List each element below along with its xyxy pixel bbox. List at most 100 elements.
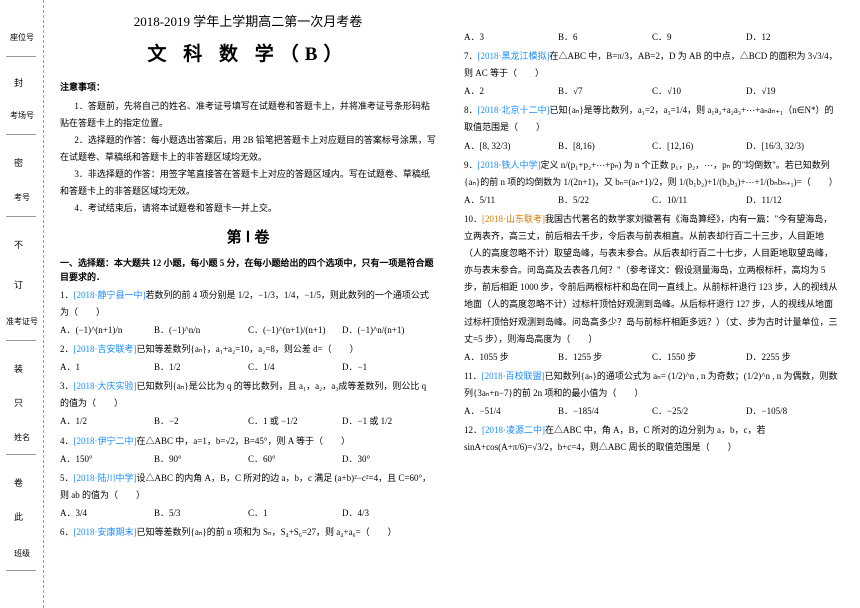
binding-mark-feng: 封 (14, 76, 23, 89)
opt-d: D．4/3 (342, 505, 436, 522)
q-num: 8． (464, 105, 478, 115)
opt-b: B．90° (154, 451, 248, 468)
binding-mark-mi: 密 (14, 156, 23, 169)
q-src: [2018·静宁县一中] (74, 290, 146, 300)
question-4: 4．[2018·伊宁二中]在△ABC 中，a=1，b=√2，B=45°，则 A … (60, 433, 436, 450)
opt-b: B．1255 步 (558, 349, 652, 366)
binding-strip: 座位号 封 考场号 密 考号 不 订 准考证号 装 只 姓名 卷 此 班级 (0, 0, 44, 608)
opt-b: B．5/3 (154, 505, 248, 522)
binding-mark-ding: 订 (14, 278, 23, 291)
binding-class-label: 班级 (4, 548, 40, 559)
binding-mark-zhuang: 装 (14, 362, 23, 375)
opt-a: A．3/4 (60, 505, 154, 522)
q-src: [2018·大庆实验] (74, 381, 137, 391)
binding-name-label: 姓名 (4, 432, 40, 443)
opt-c: C．(−1)^(n+1)/(n+1) (248, 322, 342, 339)
opt-b: B．5/22 (558, 192, 652, 209)
question-3-opts: A．1/2 B．−2 C．1 或 −1/2 D．−1 或 1/2 (60, 413, 436, 430)
binding-line (6, 340, 36, 341)
question-10: 10．[2018·山东联考]我国古代著名的数学家刘徽著有《海岛算经》，内有一篇：… (464, 211, 840, 348)
opt-d: D．[16/3, 32/3) (746, 138, 840, 155)
binding-line (6, 570, 36, 571)
q-text: 已知等差数列{aₙ}的前 n 项和为 Sₙ，S₄+S₆=27，则 a₄+a₆=（… (137, 527, 397, 537)
q-num: 6． (60, 527, 74, 537)
q-num: 2． (60, 344, 74, 354)
opt-a: A．2 (464, 83, 558, 100)
opt-d: D．−1 (342, 359, 436, 376)
binding-line (6, 56, 36, 57)
q-text: 已知等差数列{aₙ}，a₁+a₂=10，a₂=8，则公差 d=（ ） (137, 344, 359, 354)
question-7: 7．[2018·黑龙江模拟]在△ABC 中，B=π/3，AB=2，D 为 AB … (464, 48, 840, 82)
binding-ticket-label: 准考证号 (4, 316, 40, 327)
binding-mark-juan: 卷 (14, 476, 23, 489)
binding-mark-zhi: 只 (14, 396, 23, 409)
opt-d: D．11/12 (746, 192, 840, 209)
question-6-opts: A．3 B．6 C．9 D．12 (464, 29, 840, 46)
opt-c: C．10/11 (652, 192, 746, 209)
subject-title: 文 科 数 学（B） (60, 37, 436, 73)
question-3: 3．[2018·大庆实验]已知数列{aₙ}是公比为 q 的等比数列，且 a₁，a… (60, 378, 436, 412)
question-2: 2．[2018·吉安联考]已知等差数列{aₙ}，a₁+a₂=10，a₂=8，则公… (60, 341, 436, 358)
opt-b: B．−2 (154, 413, 248, 430)
notice-block: 注意事项： 1．答题前，先将自己的姓名、准考证号填写在试题卷和答题卡上，并将准考… (60, 79, 436, 218)
opt-c: C．1 (248, 505, 342, 522)
binding-line (6, 134, 36, 135)
question-10-opts: A．1055 步 B．1255 步 C．1550 步 D．2255 步 (464, 349, 840, 366)
q-src: [2018·铁人中学] (478, 160, 541, 170)
section-1-title: 第 Ⅰ 卷 (60, 224, 436, 253)
left-column: 2018-2019 学年上学期高二第一次月考卷 文 科 数 学（B） 注意事项：… (44, 0, 452, 608)
opt-a: A．1055 步 (464, 349, 558, 366)
opt-b: B．(−1)^n/n (154, 322, 248, 339)
opt-a: A．[8, 32/3) (464, 138, 558, 155)
opt-d: D．12 (746, 29, 840, 46)
exam-title: 2018-2019 学年上学期高二第一次月考卷 (60, 10, 436, 35)
opt-b: B．1/2 (154, 359, 248, 376)
q-num: 1． (60, 290, 74, 300)
question-8: 8．[2018·北京十二中]已知{aₙ}是等比数列，a₁=2，a₃=1/4，则 … (464, 102, 840, 136)
opt-d: D．√19 (746, 83, 840, 100)
q-src: [2018·凌源二中] (482, 425, 545, 435)
q-text: 我国古代著名的数学家刘徽著有《海岛算经》，内有一篇："今有望海岛，立两表齐，高三… (464, 214, 838, 344)
opt-d: D．−1 或 1/2 (342, 413, 436, 430)
q-num: 5． (60, 473, 74, 483)
binding-examno-label: 考号 (4, 192, 40, 203)
opt-a: A．150° (60, 451, 154, 468)
opt-d: D．2255 步 (746, 349, 840, 366)
opt-b: B．6 (558, 29, 652, 46)
opt-c: C．1/4 (248, 359, 342, 376)
notice-item: 1．答题前，先将自己的姓名、准考证号填写在试题卷和答题卡上，并将准考证号条形码粘… (60, 98, 436, 132)
binding-line (6, 454, 36, 455)
opt-c: C．1 或 −1/2 (248, 413, 342, 430)
q-src: [2018·山东联考] (482, 214, 545, 224)
q-src: [2018·黑龙江模拟] (478, 51, 550, 61)
question-4-opts: A．150° B．90° C．60° D．30° (60, 451, 436, 468)
opt-c: C．−25/2 (652, 403, 746, 420)
binding-seat-label: 座位号 (4, 32, 40, 43)
binding-mark-bu: 不 (14, 238, 23, 251)
question-9-opts: A．5/11 B．5/22 C．10/11 D．11/12 (464, 192, 840, 209)
opt-a: A．1/2 (60, 413, 154, 430)
binding-mark-ci: 此 (14, 510, 23, 523)
opt-c: C．[12,16) (652, 138, 746, 155)
page-content: 2018-2019 学年上学期高二第一次月考卷 文 科 数 学（B） 注意事项：… (44, 0, 860, 608)
q-text: 在△ABC 中，a=1，b=√2，B=45°，则 A 等于（ ） (137, 436, 351, 446)
opt-b: B．[8,16) (558, 138, 652, 155)
q-src: [2018·伊宁二中] (74, 436, 137, 446)
opt-d: D．−105/8 (746, 403, 840, 420)
question-11: 11．[2018·百校联盟]已知数列{aₙ}的通项公式为 aₙ= (1/2)^n… (464, 368, 840, 402)
question-5: 5．[2018·陆川中学]设△ABC 的内角 A，B，C 所对的边 a，b，c … (60, 470, 436, 504)
opt-d: D．(−1)^n/(n+1) (342, 322, 436, 339)
binding-line (6, 216, 36, 217)
question-9: 9．[2018·铁人中学]定义 n/(p₁+p₂+⋯+pₙ) 为 n 个正数 p… (464, 157, 840, 191)
q-src: [2018·百校联盟] (482, 371, 545, 381)
opt-b: B．√7 (558, 83, 652, 100)
q-num: 3． (60, 381, 74, 391)
opt-c: C．9 (652, 29, 746, 46)
notice-item: 2．选择题的作答：每小题选出答案后，用 2B 铅笔把答题卡上对应题目的答案标号涂… (60, 132, 436, 166)
q-num: 12． (464, 425, 482, 435)
q-num: 9． (464, 160, 478, 170)
opt-a: A．−51/4 (464, 403, 558, 420)
opt-d: D．30° (342, 451, 436, 468)
binding-room-label: 考场号 (4, 110, 40, 121)
opt-c: C．60° (248, 451, 342, 468)
